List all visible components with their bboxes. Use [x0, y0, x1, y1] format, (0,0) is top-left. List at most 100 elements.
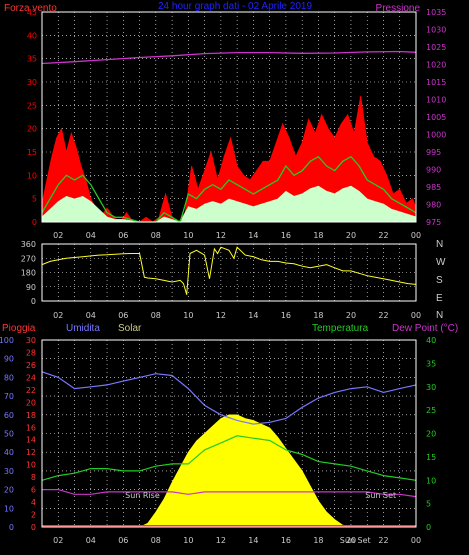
wind-y-tick: 40 [27, 31, 37, 40]
rain-y-tick: 8 [31, 473, 36, 482]
rain-y-tick: 12 [26, 448, 36, 457]
wind-x-tick: 00 [411, 231, 421, 240]
humidity-x-tick: 20 [346, 536, 356, 545]
pressure-y-tick: 985 [426, 183, 441, 192]
humidity-y-tick: 100 [0, 336, 14, 345]
direction-y-tick: 270 [21, 254, 36, 263]
wind-x-tick: 04 [86, 231, 96, 240]
wind-y-tick: 10 [27, 171, 37, 180]
temperature-axis-label: Temperatura [312, 323, 369, 334]
rain-y-tick: 10 [26, 461, 36, 470]
wind-x-tick: 10 [183, 231, 193, 240]
direction-frame [41, 243, 417, 302]
pressure-y-tick: 1005 [426, 113, 446, 122]
humidity-y-tick: 90 [4, 355, 14, 364]
humidity-x-tick: 00 [411, 536, 421, 545]
wind-frame [41, 11, 417, 223]
wind-y-tick: 45 [27, 8, 37, 17]
wind-axis-label: Forza vento [4, 3, 57, 14]
direction-x-tick: 02 [53, 311, 63, 320]
humidity-frame [41, 339, 417, 528]
humidity-y-tick: 80 [4, 373, 14, 382]
wind-x-tick: 14 [248, 231, 258, 240]
rain-y-tick: 28 [26, 348, 36, 357]
direction-y-tick: 180 [21, 269, 36, 278]
wind-x-tick: 22 [378, 231, 388, 240]
humidity-line [41, 371, 417, 425]
dewpoint-axis-label: Dew Point (°C) [392, 323, 458, 334]
wind-y-tick: 5 [32, 195, 37, 204]
wind-y-tick: 30 [27, 78, 37, 87]
humidity-x-tick: 08 [151, 536, 161, 545]
pressure-y-tick: 1015 [426, 78, 446, 87]
humidity-y-tick: 0 [9, 523, 14, 532]
wind-y-tick: 35 [27, 55, 37, 64]
humidity-y-tick: 50 [4, 430, 14, 439]
chart-title: 24 hour graph dati - 02 Aprile 2019 [158, 1, 312, 12]
direction-x-tick: 04 [86, 311, 96, 320]
compass-label: W [436, 257, 446, 268]
rain-y-tick: 6 [31, 486, 36, 495]
pressure-y-tick: 980 [426, 201, 441, 210]
wind-y-tick: 25 [27, 101, 37, 110]
sun-set-label: Sun Set [365, 491, 396, 500]
dewpoint-line [42, 489, 417, 498]
pressure-line [41, 50, 417, 65]
wind-x-tick: 20 [346, 231, 356, 240]
wind-y-tick: 0 [32, 218, 37, 227]
humidity-x-tick: 10 [183, 536, 193, 545]
humidity-axis-label: Umidita [66, 323, 100, 334]
rain-y-tick: 22 [26, 386, 36, 395]
direction-x-tick: 20 [346, 311, 356, 320]
sun-set-label-bottom: Sun Set [340, 536, 371, 545]
humidity-y-tick: 20 [4, 486, 14, 495]
wind-y-tick: 15 [27, 148, 37, 157]
humidity-x-tick: 02 [53, 536, 63, 545]
temperature-y-tick: 35 [426, 359, 436, 368]
rain-y-tick: 20 [26, 398, 36, 407]
temperature-y-tick: 20 [426, 430, 436, 439]
wind-average-line [41, 155, 417, 223]
compass-label: S [436, 275, 443, 286]
rain-y-tick: 24 [26, 373, 36, 382]
humidity-x-tick: 16 [281, 536, 291, 545]
rain-y-tick: 4 [31, 498, 36, 507]
rain-y-tick: 26 [26, 361, 36, 370]
wind-y-tick: 20 [27, 125, 37, 134]
temperature-y-tick: 40 [426, 336, 436, 345]
humidity-x-tick: 06 [118, 536, 128, 545]
humidity-y-tick: 70 [4, 392, 14, 401]
direction-x-tick: 06 [118, 311, 128, 320]
direction-y-tick: 90 [26, 283, 36, 292]
temperature-y-tick: 30 [426, 383, 436, 392]
pressure-y-tick: 995 [426, 148, 441, 157]
direction-y-tick: 0 [31, 297, 36, 306]
pressure-axis-label: Pressione [376, 3, 421, 14]
direction-x-tick: 14 [248, 311, 258, 320]
temperature-y-tick: 10 [426, 476, 436, 485]
wind-x-tick: 06 [118, 231, 128, 240]
direction-x-tick: 08 [151, 311, 161, 320]
pressure-y-tick: 1010 [426, 96, 446, 105]
rain-y-tick: 30 [26, 336, 36, 345]
temperature-y-tick: 5 [426, 500, 431, 509]
direction-x-tick: 18 [313, 311, 323, 320]
humidity-x-tick: 14 [248, 536, 258, 545]
compass-label: E [436, 293, 443, 304]
pressure-y-tick: 1000 [426, 131, 446, 140]
rain-y-tick: 18 [26, 411, 36, 420]
direction-y-tick: 360 [21, 240, 36, 249]
temperature-y-tick: 15 [426, 453, 436, 462]
pressure-y-tick: 975 [426, 218, 441, 227]
direction-x-tick: 10 [183, 311, 193, 320]
humidity-y-tick: 40 [4, 448, 14, 457]
humidity-x-tick: 12 [216, 536, 226, 545]
direction-x-tick: 12 [216, 311, 226, 320]
rain-axis-label: Pioggia [2, 323, 36, 334]
pressure-y-tick: 1020 [426, 61, 446, 70]
direction-x-tick: 00 [411, 311, 421, 320]
rain-y-tick: 2 [31, 511, 36, 520]
direction-x-tick: 22 [378, 311, 388, 320]
humidity-y-tick: 10 [4, 504, 14, 513]
pressure-y-tick: 1025 [426, 43, 446, 52]
